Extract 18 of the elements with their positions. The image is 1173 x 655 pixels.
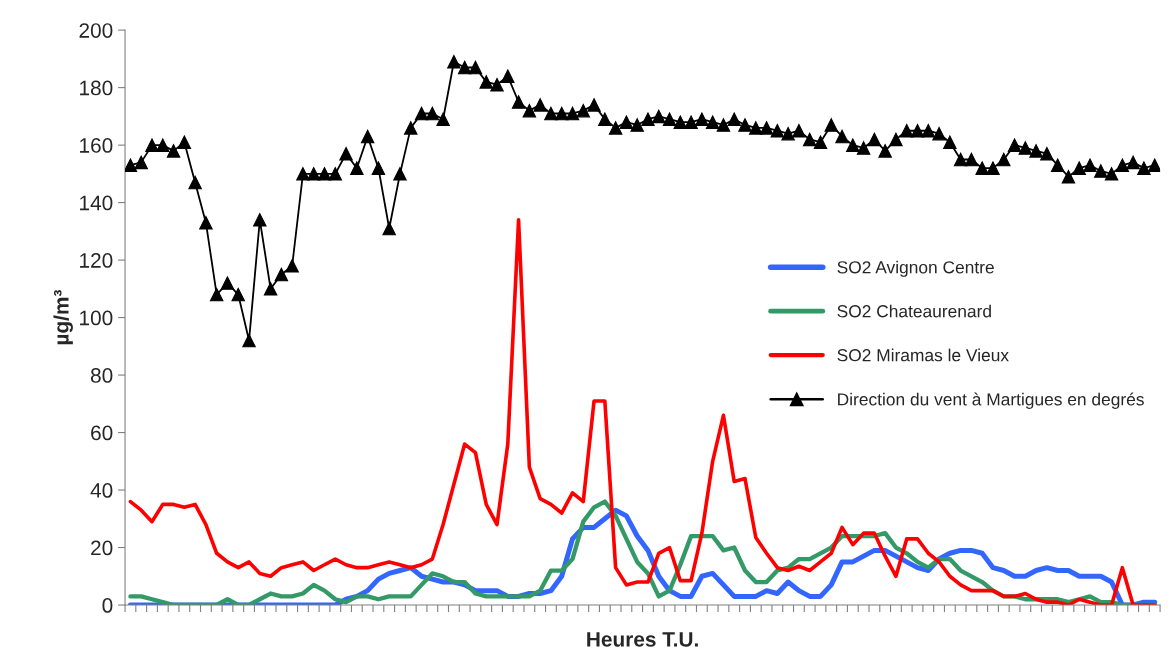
y-tick-label: 160 — [80, 138, 113, 153]
legend-label: SO2 Miramas le Vieux — [837, 348, 1009, 362]
y-axis-title: µg/m³ — [53, 290, 73, 345]
y-tick-label: 80 — [90, 368, 113, 383]
y-tick-label: 40 — [90, 483, 113, 498]
y-tick-label: 180 — [80, 80, 113, 96]
legend-label: SO2 Chateaurenard — [837, 304, 991, 318]
y-tick-label: 100 — [80, 310, 113, 326]
legend-label: Direction du vent à Martigues en degrés — [838, 392, 1144, 409]
y-tick-label: 20 — [91, 540, 113, 556]
legend-label: SO2 Avignon Centre — [837, 260, 994, 277]
y-tick-label: 0 — [102, 598, 113, 613]
y-tick-label: 120 — [80, 253, 113, 268]
line-series — [128, 218, 1157, 606]
x-axis-title: Heures T.U. — [587, 632, 698, 647]
y-tick-label: 140 — [80, 195, 113, 211]
y-tick-label: 200 — [79, 23, 113, 38]
y-tick-label: 60 — [91, 425, 113, 441]
